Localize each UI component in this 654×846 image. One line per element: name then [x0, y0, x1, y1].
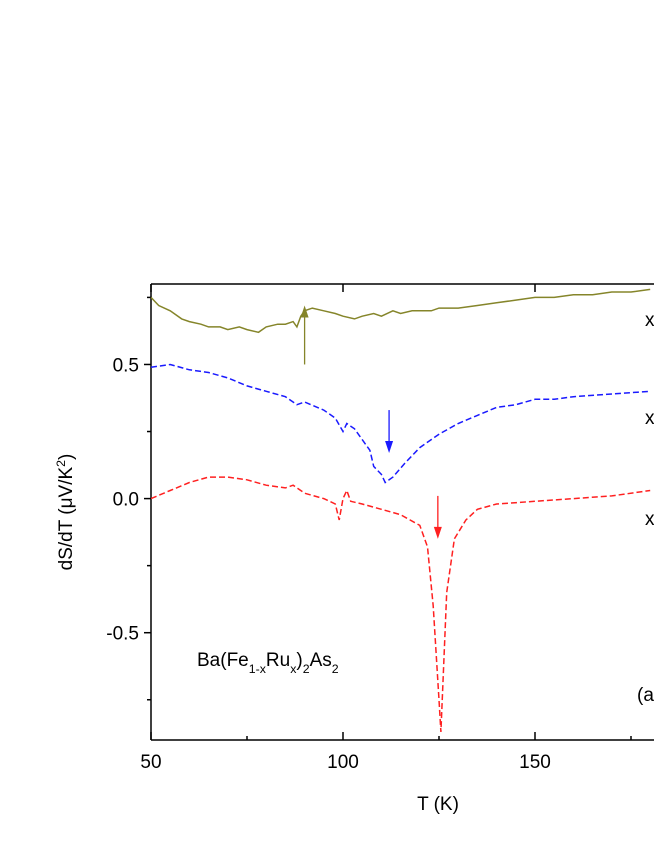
- y-axis-label-part: μ: [56, 497, 77, 508]
- y-axis-label-part: V/K: [56, 467, 77, 498]
- series-label: x: [645, 408, 654, 429]
- series-line: [150, 288, 651, 334]
- compound-label-part: ): [296, 650, 302, 671]
- y-tick-label: 0.0: [113, 490, 139, 511]
- y-tick-label: 0.5: [113, 355, 139, 376]
- compound-label-part: Ru: [266, 650, 290, 671]
- compound-label-part: 2: [303, 662, 310, 676]
- series-label: x: [645, 509, 654, 530]
- arrow-head: [300, 305, 309, 318]
- series-line: [150, 363, 651, 484]
- compound-label: Ba(Fe1-xRux)2As2: [197, 650, 339, 676]
- compound-label-part: Ba(Fe: [197, 650, 249, 671]
- x-tick-label: 150: [519, 752, 551, 773]
- arrow-head: [433, 526, 442, 539]
- arrow-head: [385, 440, 394, 453]
- series-line: [150, 476, 651, 733]
- panel-label: (a): [637, 685, 654, 706]
- y-axis-label-part: ): [56, 454, 77, 460]
- compound-label-part: x: [290, 662, 297, 676]
- y-axis-label: dS/dT (μV/K2): [54, 454, 77, 571]
- compound-label-part: As: [310, 650, 332, 671]
- compound-label-part: 2: [332, 662, 339, 676]
- y-tick-label: -0.5: [106, 624, 139, 645]
- compound-label-part: 1-x: [249, 662, 267, 676]
- y-axis-label-part: dS/dT (: [56, 508, 77, 571]
- series-label: x: [645, 310, 654, 331]
- x-tick-label: 50: [140, 752, 161, 773]
- y-axis-label-part: 2: [54, 460, 68, 467]
- x-tick-label: 100: [327, 752, 359, 773]
- x-axis-label: T (K): [417, 794, 459, 815]
